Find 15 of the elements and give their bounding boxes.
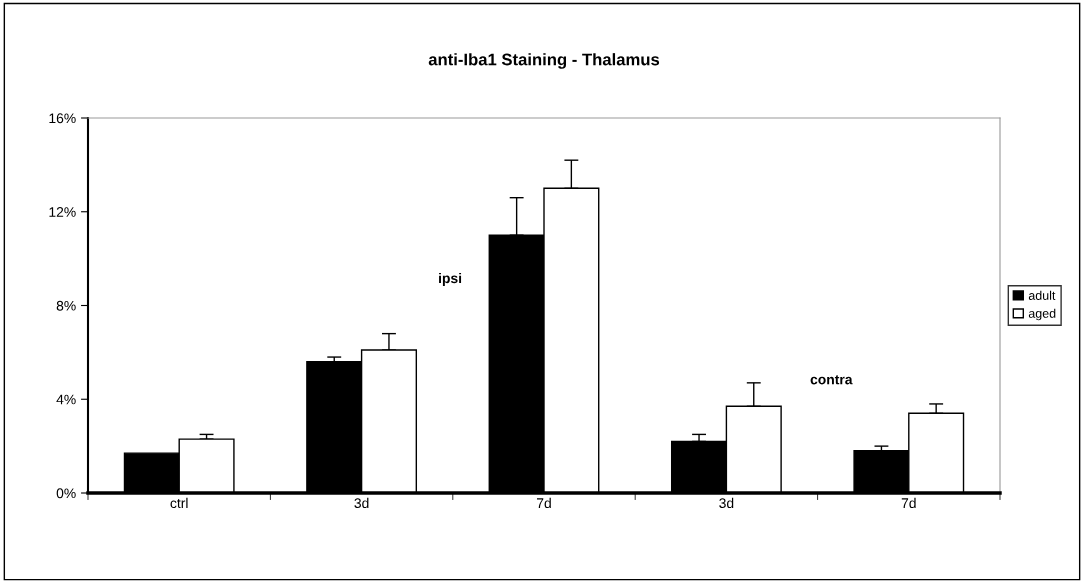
annotation: contra (810, 375, 853, 385)
y-tick-label: 0% (56, 488, 76, 499)
x-tick-label: 3d (719, 497, 734, 509)
y-tick-label: 8% (56, 300, 76, 311)
x-tick-label: 3d (354, 497, 369, 509)
y-tick-label: 12% (49, 207, 76, 217)
y-tick-label: 4% (56, 394, 76, 405)
legend-label: adult (1028, 290, 1056, 300)
legend-label: aged (1028, 308, 1056, 321)
annotation: ipsi (439, 272, 462, 286)
x-tick-label: 7d (901, 497, 916, 509)
y-tick-label: 16% (49, 113, 76, 124)
chart-title: anti-Iba1 Staining - Thalamus (428, 53, 660, 69)
x-tick-label: 7d (536, 497, 551, 509)
x-tick-label: ctrl (170, 497, 188, 509)
